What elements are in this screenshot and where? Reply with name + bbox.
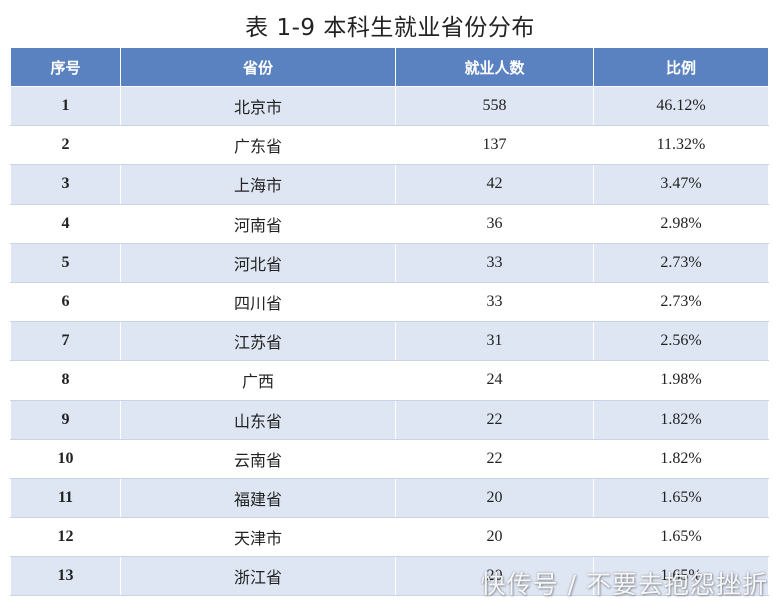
row-count: 20 — [395, 517, 594, 558]
table-row: 6 四川省 33 2.73% — [10, 281, 769, 323]
column-header-province: 省份 — [120, 47, 396, 87]
row-ratio: 1.65% — [593, 477, 769, 519]
row-index: 2 — [10, 125, 121, 166]
table-row: 8 广西 24 1.98% — [10, 360, 769, 401]
employment-table: 序号 省份 就业人数 比例 1 北京市 558 46.12% 2 广东省 137 11.32%… — [10, 47, 769, 597]
table-row: 9 山东省 22 1.82% — [10, 399, 769, 440]
row-ratio: 1.65% — [593, 556, 769, 597]
row-index: 3 — [10, 164, 121, 205]
row-count: 24 — [395, 360, 594, 401]
row-ratio: 2.98% — [593, 203, 769, 244]
table-row: 10 云南省 22 1.82% — [10, 438, 769, 479]
row-index: 5 — [10, 242, 121, 283]
row-index: 1 — [10, 85, 121, 127]
row-province: 河北省 — [120, 242, 396, 283]
table-row: 5 河北省 33 2.73% — [10, 242, 769, 283]
table-row: 3 上海市 42 3.47% — [10, 164, 769, 205]
row-count: 36 — [395, 203, 594, 244]
row-count: 137 — [395, 125, 594, 166]
row-province: 四川省 — [120, 281, 396, 323]
row-count: 33 — [395, 281, 594, 323]
row-count: 20 — [395, 477, 594, 519]
row-index: 9 — [10, 399, 121, 440]
row-index: 6 — [10, 281, 121, 323]
row-ratio: 1.82% — [593, 399, 769, 440]
row-index: 12 — [10, 517, 121, 558]
row-index: 4 — [10, 203, 121, 244]
row-index: 10 — [10, 438, 121, 479]
row-count: 42 — [395, 164, 594, 205]
table-row: 4 河南省 36 2.98% — [10, 203, 769, 244]
row-ratio: 46.12% — [593, 85, 769, 127]
row-ratio: 2.56% — [593, 321, 769, 362]
table-row: 7 江苏省 31 2.56% — [10, 321, 769, 362]
row-index: 13 — [10, 556, 121, 597]
row-count: 33 — [395, 242, 594, 283]
row-ratio: 1.82% — [593, 438, 769, 479]
row-province: 云南省 — [120, 438, 396, 479]
row-count: 20 — [395, 556, 594, 597]
row-count: 558 — [395, 85, 594, 127]
row-province: 江苏省 — [120, 321, 396, 362]
table-title: 表 1-9 本科生就业省份分布 — [245, 15, 535, 41]
table-row: 1 北京市 558 46.12% — [10, 85, 769, 127]
row-count: 22 — [395, 438, 594, 479]
table-row: 11 福建省 20 1.65% — [10, 477, 769, 519]
watermark-text: 快传号 / 不要去抱怨挫折 — [480, 570, 768, 599]
row-index: 7 — [10, 321, 121, 362]
row-province: 山东省 — [120, 399, 396, 440]
row-province: 浙江省 — [120, 556, 396, 597]
row-index: 11 — [10, 477, 121, 519]
row-province: 广西 — [120, 360, 396, 401]
table-row: 12 天津市 20 1.65% — [10, 517, 769, 558]
table-header-row: 序号 省份 就业人数 比例 — [10, 47, 769, 87]
table-row: 2 广东省 137 11.32% — [10, 125, 769, 166]
row-count: 31 — [395, 321, 594, 362]
row-ratio: 2.73% — [593, 242, 769, 283]
row-province: 河南省 — [120, 203, 396, 244]
row-index: 8 — [10, 360, 121, 401]
row-province: 上海市 — [120, 164, 396, 205]
row-province: 北京市 — [120, 85, 396, 127]
row-ratio: 11.32% — [593, 125, 769, 166]
row-ratio: 1.65% — [593, 517, 769, 558]
row-ratio: 3.47% — [593, 164, 769, 205]
row-ratio: 2.73% — [593, 281, 769, 323]
row-province: 天津市 — [120, 517, 396, 558]
column-header-index: 序号 — [10, 47, 121, 87]
row-province: 广东省 — [120, 125, 396, 166]
table-row: 13 浙江省 20 1.65% — [10, 556, 769, 597]
row-count: 22 — [395, 399, 594, 440]
row-province: 福建省 — [120, 477, 396, 519]
column-header-count: 就业人数 — [395, 47, 594, 87]
column-header-ratio: 比例 — [593, 47, 769, 87]
row-ratio: 1.98% — [593, 360, 769, 401]
